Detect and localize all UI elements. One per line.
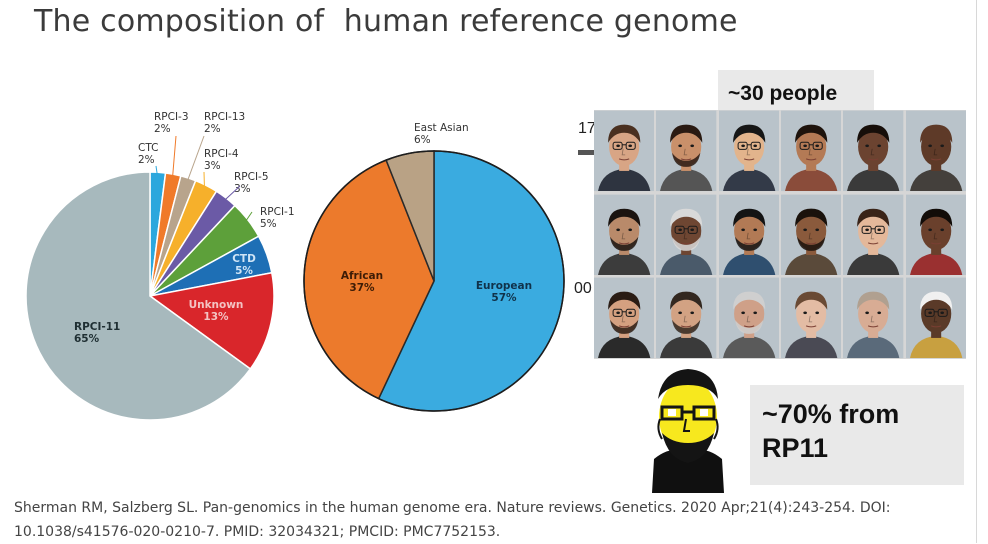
slice-label-rpci-3: RPCI-3 bbox=[154, 111, 189, 123]
slice-label-ctd: CTD bbox=[232, 253, 256, 265]
donor-photo bbox=[843, 110, 904, 192]
donor-photo bbox=[594, 110, 655, 192]
slide-title: The composition of human reference genom… bbox=[34, 4, 738, 39]
donor-photo bbox=[843, 194, 904, 276]
slice-label-european: European bbox=[476, 280, 532, 292]
donor-photo-grid bbox=[594, 110, 966, 359]
slice-value-label-rpci-5: 3% bbox=[234, 183, 251, 195]
slice-value-label-ctc: 2% bbox=[138, 154, 155, 166]
slice-label-east-asian: East Asian bbox=[414, 122, 469, 134]
slice-label-rpci-1: RPCI-1 bbox=[260, 206, 295, 218]
donor-photo bbox=[656, 110, 717, 192]
leader-line-rpci-4 bbox=[203, 171, 205, 190]
donor-photo bbox=[718, 110, 779, 192]
pie-charts: CTC2%RPCI-32%RPCI-132%RPCI-43%RPCI-53%RP… bbox=[25, 111, 565, 421]
slice-label-unknown: Unknown bbox=[189, 299, 244, 311]
donor-photo bbox=[905, 277, 966, 359]
slice-value-label-rpci-1: 5% bbox=[260, 218, 277, 230]
slice-value-label-unknown: 13% bbox=[203, 311, 229, 323]
donor-photo bbox=[594, 277, 655, 359]
donor-photo bbox=[905, 110, 966, 192]
slice-value-label-african: 37% bbox=[349, 282, 375, 294]
slice-label-rpci-13: RPCI-13 bbox=[204, 111, 245, 123]
slice-value-label-rpci-11: 65% bbox=[74, 333, 100, 345]
slice-label-ctc: CTC bbox=[138, 142, 158, 154]
leader-line-rpci-1 bbox=[244, 211, 253, 223]
slice-value-label-east-asian: 6% bbox=[414, 134, 431, 146]
donor-photo bbox=[656, 194, 717, 276]
slice-label-african: African bbox=[341, 270, 383, 282]
slice-value-label-ctd: 5% bbox=[235, 265, 253, 277]
donor-photo bbox=[718, 194, 779, 276]
donor-photo bbox=[594, 194, 655, 276]
donor-photo bbox=[656, 277, 717, 359]
slide-edge-divider bbox=[976, 0, 977, 543]
leader-line-ctc bbox=[155, 165, 158, 177]
pie-slice-rpci-11 bbox=[25, 171, 252, 421]
people-count-box: ~30 people bbox=[718, 70, 874, 112]
slice-label-rpci-4: RPCI-4 bbox=[204, 148, 239, 160]
pie-slice-unknown bbox=[148, 271, 275, 370]
leader-line-rpci-5 bbox=[223, 185, 241, 202]
donor-photo bbox=[718, 277, 779, 359]
slice-label-rpci-5: RPCI-5 bbox=[234, 171, 269, 183]
pie-chart-clone-sources: CTC2%RPCI-32%RPCI-132%RPCI-43%RPCI-53%RP… bbox=[25, 111, 295, 421]
occluded-text-fragment: 00 bbox=[574, 280, 592, 297]
slice-value-label-rpci-13: 2% bbox=[204, 123, 221, 135]
occluded-text-fragment: 17 bbox=[578, 120, 596, 137]
pie-outline bbox=[303, 150, 565, 412]
rp11-donor-portrait bbox=[638, 359, 738, 493]
donor-photo bbox=[843, 277, 904, 359]
rp11-callout-box: ~70% from RP11 bbox=[750, 385, 964, 485]
people-count-label: ~30 people bbox=[728, 82, 838, 105]
slice-value-label-rpci-4: 3% bbox=[204, 160, 221, 172]
slice-value-label-european: 57% bbox=[491, 292, 517, 304]
rp11-callout-text: ~70% from RP11 bbox=[762, 399, 900, 463]
slice-value-label-rpci-3: 2% bbox=[154, 123, 171, 135]
citation-text: Sherman RM, Salzberg SL. Pan-genomics in… bbox=[14, 500, 891, 540]
leader-line-rpci-13 bbox=[186, 135, 205, 183]
donor-photo bbox=[780, 277, 842, 359]
donor-photo bbox=[780, 194, 842, 276]
slice-label-rpci-11: RPCI-11 bbox=[74, 321, 120, 333]
posterized-portrait-image bbox=[638, 359, 738, 493]
donor-photo bbox=[905, 194, 966, 276]
donor-photo bbox=[780, 110, 842, 192]
occluded-bar-fragment bbox=[578, 150, 594, 155]
leader-line-rpci-3 bbox=[172, 135, 177, 179]
